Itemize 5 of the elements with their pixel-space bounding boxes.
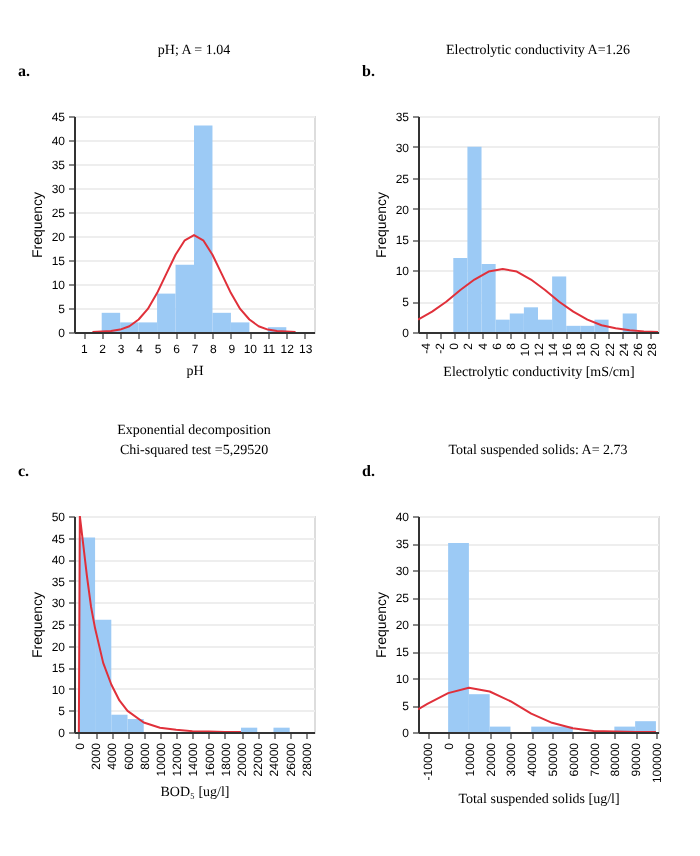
text: b. <box>362 62 375 80</box>
line-series <box>91 234 297 332</box>
text: d. <box>362 462 375 480</box>
text: a. <box>18 62 30 80</box>
text: c. <box>18 462 30 480</box>
